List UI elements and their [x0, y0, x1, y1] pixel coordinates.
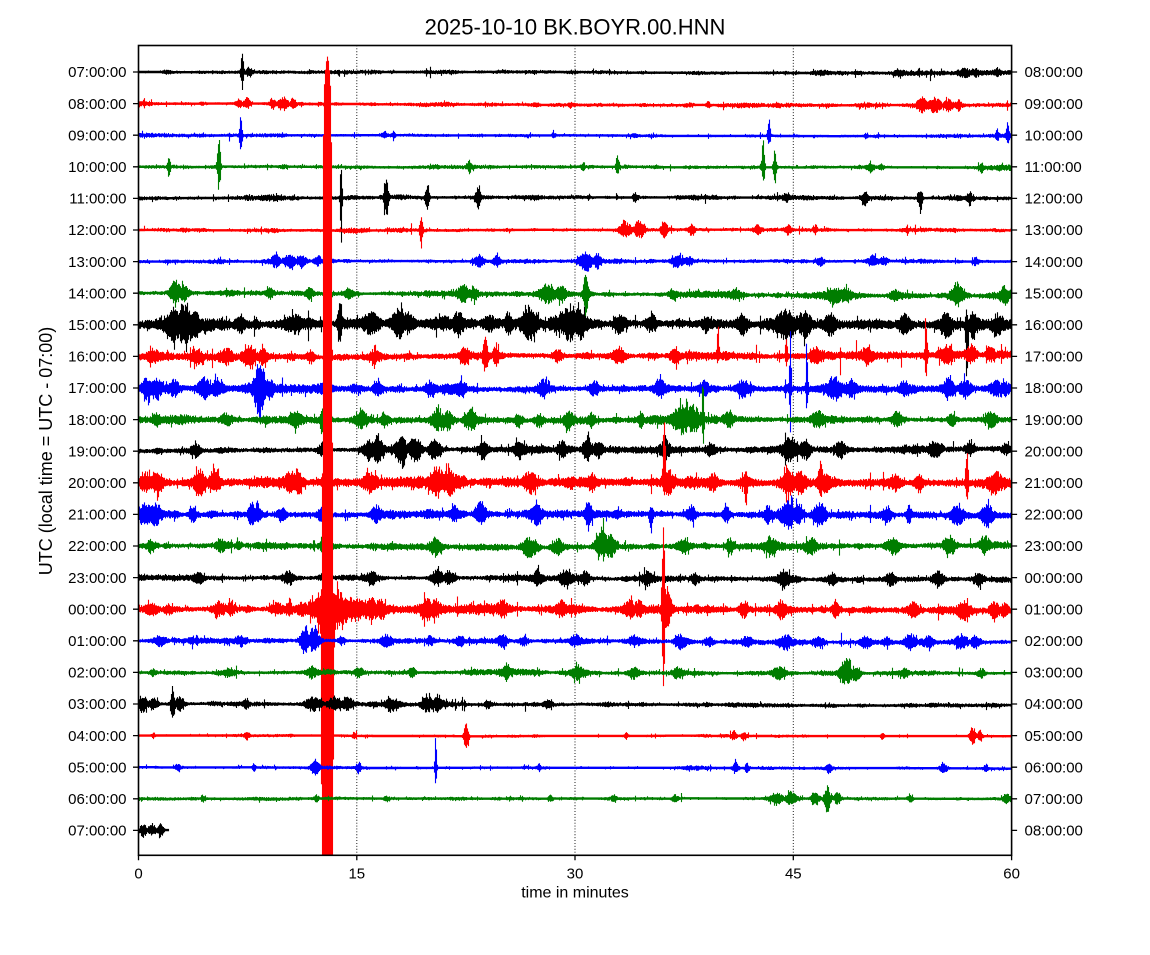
svg-text:12:00:00: 12:00:00 — [68, 222, 126, 239]
svg-text:23:00:00: 23:00:00 — [68, 570, 126, 587]
svg-text:08:00:00: 08:00:00 — [1025, 823, 1083, 840]
svg-text:04:00:00: 04:00:00 — [1025, 696, 1083, 713]
svg-text:00:00:00: 00:00:00 — [1025, 570, 1083, 587]
svg-text:2025-10-10 BK.BOYR.00.HNN: 2025-10-10 BK.BOYR.00.HNN — [425, 15, 726, 40]
svg-text:17:00:00: 17:00:00 — [1025, 349, 1083, 366]
svg-text:05:00:00: 05:00:00 — [68, 759, 126, 776]
svg-text:04:00:00: 04:00:00 — [68, 728, 126, 745]
svg-text:18:00:00: 18:00:00 — [68, 412, 126, 429]
svg-text:07:00:00: 07:00:00 — [68, 823, 126, 840]
svg-text:time in minutes: time in minutes — [521, 885, 629, 902]
svg-text:06:00:00: 06:00:00 — [1025, 759, 1083, 776]
svg-text:60: 60 — [1003, 866, 1020, 883]
svg-text:09:00:00: 09:00:00 — [68, 127, 126, 144]
svg-text:UTC (local time = UTC - 07:00): UTC (local time = UTC - 07:00) — [36, 327, 56, 576]
svg-text:13:00:00: 13:00:00 — [68, 254, 126, 271]
svg-text:21:00:00: 21:00:00 — [68, 507, 126, 524]
svg-text:23:00:00: 23:00:00 — [1025, 538, 1083, 555]
svg-text:12:00:00: 12:00:00 — [1025, 191, 1083, 208]
svg-text:22:00:00: 22:00:00 — [68, 538, 126, 555]
svg-text:09:00:00: 09:00:00 — [1025, 96, 1083, 113]
svg-text:16:00:00: 16:00:00 — [1025, 317, 1083, 334]
svg-text:11:00:00: 11:00:00 — [69, 191, 126, 208]
svg-text:14:00:00: 14:00:00 — [1025, 254, 1083, 271]
svg-text:02:00:00: 02:00:00 — [1025, 633, 1083, 650]
svg-text:19:00:00: 19:00:00 — [68, 443, 126, 460]
svg-text:15:00:00: 15:00:00 — [68, 317, 126, 334]
svg-text:01:00:00: 01:00:00 — [68, 633, 126, 650]
svg-text:30: 30 — [567, 866, 584, 883]
svg-text:06:00:00: 06:00:00 — [68, 791, 126, 808]
svg-text:45: 45 — [785, 866, 802, 883]
svg-text:19:00:00: 19:00:00 — [1025, 412, 1083, 429]
svg-text:01:00:00: 01:00:00 — [1025, 601, 1083, 618]
svg-text:08:00:00: 08:00:00 — [68, 96, 126, 113]
svg-text:10:00:00: 10:00:00 — [1025, 127, 1083, 144]
svg-text:05:00:00: 05:00:00 — [1025, 728, 1083, 745]
svg-text:13:00:00: 13:00:00 — [1025, 222, 1083, 239]
svg-text:16:00:00: 16:00:00 — [68, 349, 126, 366]
svg-text:08:00:00: 08:00:00 — [1025, 64, 1083, 81]
svg-text:22:00:00: 22:00:00 — [1025, 507, 1083, 524]
svg-text:15: 15 — [348, 866, 365, 883]
svg-text:20:00:00: 20:00:00 — [1025, 443, 1083, 460]
svg-text:15:00:00: 15:00:00 — [1025, 285, 1083, 302]
svg-text:21:00:00: 21:00:00 — [1025, 475, 1083, 492]
svg-text:18:00:00: 18:00:00 — [1025, 380, 1083, 397]
svg-text:07:00:00: 07:00:00 — [68, 64, 126, 81]
svg-text:03:00:00: 03:00:00 — [1025, 665, 1083, 682]
svg-text:0: 0 — [134, 866, 142, 883]
svg-text:03:00:00: 03:00:00 — [68, 696, 126, 713]
svg-text:17:00:00: 17:00:00 — [68, 380, 126, 397]
svg-text:20:00:00: 20:00:00 — [68, 475, 126, 492]
svg-text:14:00:00: 14:00:00 — [68, 285, 126, 302]
svg-text:11:00:00: 11:00:00 — [1025, 159, 1082, 176]
svg-text:02:00:00: 02:00:00 — [68, 665, 126, 682]
svg-text:07:00:00: 07:00:00 — [1025, 791, 1083, 808]
svg-text:10:00:00: 10:00:00 — [68, 159, 126, 176]
svg-text:00:00:00: 00:00:00 — [68, 601, 126, 618]
